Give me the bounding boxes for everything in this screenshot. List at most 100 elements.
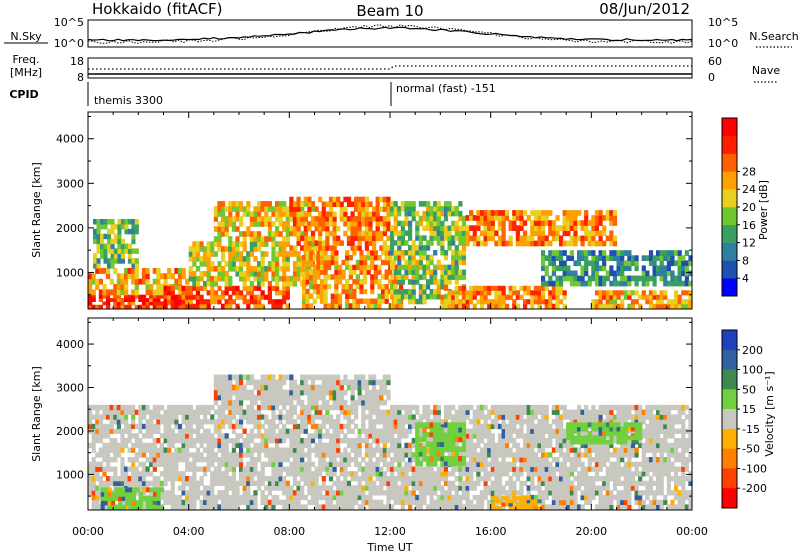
colorbar-tick-label: 16 — [742, 219, 756, 232]
heatmap-cell — [296, 256, 301, 262]
heatmap-cell — [598, 299, 603, 305]
heatmap-cell — [505, 466, 510, 472]
heatmap-cell — [433, 230, 438, 236]
heatmap-cell — [584, 404, 589, 411]
heatmap-cell — [591, 442, 596, 449]
heatmap-cell — [350, 201, 355, 207]
heatmap-cell — [372, 235, 377, 242]
heatmap-cell — [490, 285, 495, 291]
heatmap-cell — [512, 423, 517, 430]
heatmap-cell — [541, 438, 546, 444]
heatmap-cell — [257, 452, 262, 458]
heatmap-cell — [138, 423, 143, 430]
heatmap-cell — [300, 201, 305, 207]
heatmap-cell — [411, 499, 416, 505]
heatmap-cell — [249, 241, 254, 247]
heatmap-cell — [584, 265, 589, 272]
heatmap-cell — [551, 409, 556, 415]
heatmap-cell — [260, 251, 265, 257]
heatmap-cell — [612, 215, 618, 221]
heatmap-cell — [361, 201, 366, 207]
heatmap-cell — [605, 419, 610, 425]
heatmap-cell — [210, 447, 215, 453]
heatmap-cell — [106, 447, 111, 453]
heatmap-cell — [95, 476, 100, 482]
heatmap-cell — [461, 452, 467, 458]
heatmap-cell — [103, 223, 108, 230]
heatmap-cell — [328, 494, 334, 501]
heatmap-cell — [195, 285, 201, 291]
heatmap-cell — [350, 442, 355, 449]
heatmap-cell — [138, 409, 143, 415]
heatmap-cell — [319, 255, 325, 261]
heatmap-cell — [497, 240, 503, 247]
heatmap-cell — [620, 442, 625, 449]
heatmap-cell — [116, 289, 121, 296]
heatmap-cell — [217, 206, 222, 212]
heatmap-cell — [461, 414, 467, 420]
heatmap-cell — [192, 414, 197, 420]
heatmap-cell — [296, 494, 301, 501]
heatmap-cell — [239, 256, 244, 262]
heatmap-cell — [562, 303, 567, 309]
heatmap-cell — [566, 480, 571, 486]
heatmap-cell — [397, 240, 402, 246]
heatmap-cell — [461, 490, 467, 496]
heatmap-cell — [275, 231, 280, 237]
heatmap-cell — [305, 274, 310, 280]
heatmap-cell — [566, 220, 571, 226]
heatmap-cell — [656, 294, 661, 300]
heatmap-cell — [386, 216, 391, 222]
heatmap-cell — [569, 447, 574, 453]
heatmap-cell — [167, 419, 172, 425]
heatmap-cell — [584, 480, 589, 486]
cpid-segment-2: normal (fast) -151 — [396, 82, 496, 95]
heatmap-cell — [512, 419, 517, 425]
heatmap-cell — [203, 447, 208, 453]
heatmap-cell — [533, 240, 538, 247]
heatmap-cell — [156, 476, 161, 482]
heatmap-cell — [318, 221, 323, 227]
heatmap-cell — [292, 251, 298, 257]
heatmap-cell — [620, 423, 625, 430]
heatmap-cell — [393, 298, 398, 305]
heatmap-cell — [278, 447, 283, 453]
heatmap-cell — [264, 433, 269, 439]
heatmap-cell — [246, 404, 251, 411]
heatmap-cell — [206, 442, 211, 449]
heatmap-cell — [404, 206, 409, 212]
heatmap-cell — [418, 254, 423, 261]
heatmap-cell — [533, 220, 538, 226]
heatmap-cell — [429, 438, 434, 444]
heatmap-cell — [620, 471, 625, 477]
heatmap-cell — [346, 485, 352, 491]
heatmap-cell — [300, 211, 305, 217]
heatmap-cell — [312, 288, 317, 295]
heatmap-cell — [235, 266, 240, 272]
heatmap-cell — [310, 216, 316, 222]
heatmap-cell — [224, 438, 229, 444]
heatmap-cell — [551, 419, 556, 425]
heatmap-cell — [663, 294, 668, 300]
heatmap-cell — [393, 220, 398, 227]
heatmap-cell — [623, 476, 628, 482]
heatmap-cell — [318, 240, 323, 246]
heatmap-cell — [138, 304, 143, 309]
heatmap-cell — [181, 303, 186, 309]
heatmap-cell — [372, 480, 377, 486]
heatmap-cell — [355, 298, 360, 304]
heatmap-cell — [541, 409, 546, 415]
heatmap-cell — [257, 299, 262, 305]
heatmap-cell — [221, 442, 226, 449]
heatmap-cell — [408, 414, 413, 420]
heatmap-cell — [479, 299, 485, 305]
heatmap-cell — [461, 245, 467, 251]
heatmap-cell — [239, 466, 244, 472]
heatmap-cell — [562, 210, 567, 216]
heatmap-cell — [357, 504, 362, 510]
heatmap-cell — [110, 223, 115, 230]
heatmap-cell — [422, 215, 427, 222]
heatmap-cell — [454, 264, 459, 271]
heatmap-cell — [181, 485, 186, 491]
